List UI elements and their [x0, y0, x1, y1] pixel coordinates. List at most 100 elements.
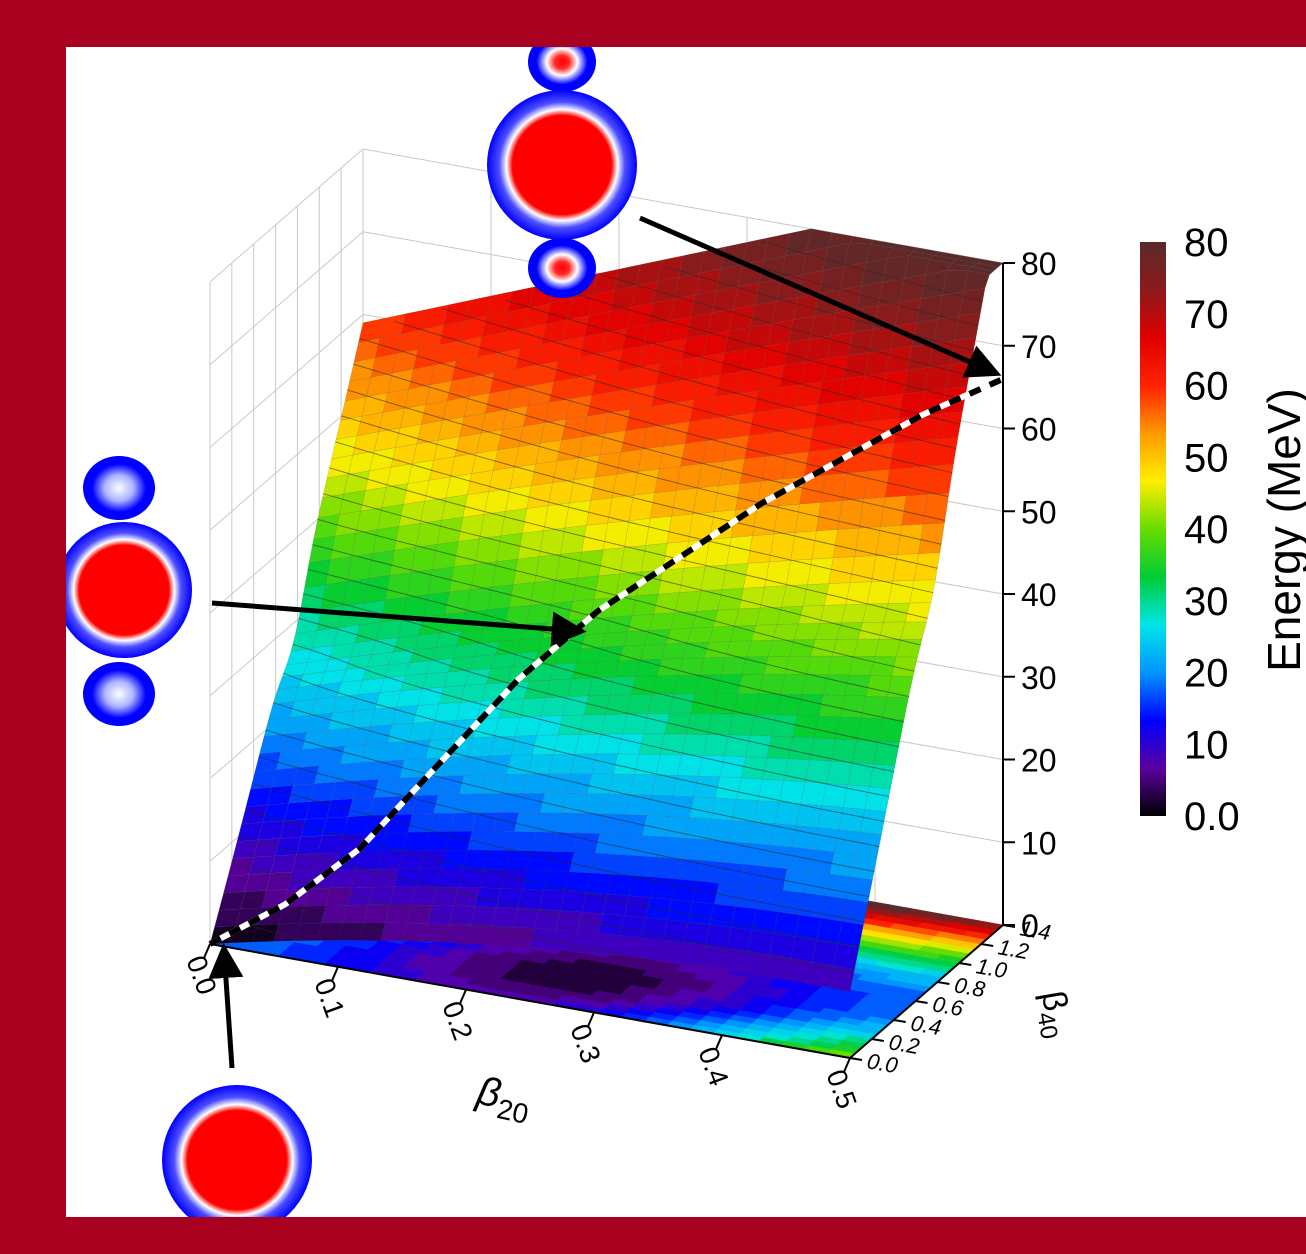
surface-cell — [909, 579, 936, 604]
surface-cell — [931, 437, 959, 467]
surface-contour-line — [335, 441, 934, 594]
colorbar-tick-label: 20 — [1184, 652, 1229, 696]
colorbar-tick-label: 70 — [1184, 293, 1229, 337]
annotation-arrow — [211, 600, 587, 647]
colorbar: 0.0 10 20 30 40 50 60 70 80 Energy (MeV) — [1140, 221, 1306, 839]
surface-cell — [882, 696, 909, 721]
surface-contour-line — [224, 889, 419, 940]
y-tick-label: 1.4 — [1018, 915, 1052, 945]
colorbar-tick-label: 10 — [1184, 723, 1229, 767]
y-axis-tick — [915, 1000, 928, 1004]
surface-contour-line — [347, 389, 942, 545]
surface-contour-line — [307, 568, 904, 723]
surface-cell — [913, 552, 941, 581]
x-axis-tick — [843, 1057, 851, 1073]
surface-cell — [864, 786, 891, 812]
surface-contour-line — [312, 544, 909, 698]
fission-path — [208, 376, 1005, 947]
z-tick-label: 0 — [1021, 908, 1039, 944]
y-axis-title: β40 — [1028, 988, 1079, 1041]
surface-contour-line — [505, 299, 961, 425]
colorbar-tick-label: 30 — [1184, 580, 1229, 624]
surface-contour-line — [553, 287, 965, 401]
grid-line-back-wall — [362, 148, 1004, 264]
surface-contour-line — [762, 240, 983, 302]
x-axis-tick — [459, 989, 467, 1004]
colorbar-bar — [1140, 242, 1166, 816]
y-axis-tick — [893, 1019, 906, 1023]
y-axis-tick — [849, 1057, 863, 1061]
annotation-arrow — [208, 943, 244, 1069]
y-axis-tick — [959, 962, 972, 966]
surface-cell — [873, 741, 900, 767]
surface-cell — [891, 656, 918, 677]
surface-cell — [859, 809, 887, 835]
y-tick-label: 1.2 — [996, 934, 1030, 964]
y-axis-tick — [871, 1038, 885, 1042]
nucleus-satellite — [83, 456, 155, 520]
grid-line-left-wall — [209, 231, 364, 366]
z-tick-label: 50 — [1021, 494, 1057, 530]
surface-cell — [846, 876, 873, 903]
surface-contour-line — [283, 672, 885, 822]
z-tick-label: 70 — [1021, 329, 1057, 365]
surface-cell — [918, 522, 945, 554]
x-axis-tick — [715, 1034, 723, 1050]
y-tick-label: 0.4 — [909, 1010, 943, 1040]
y-axis-tick — [1002, 924, 1016, 928]
fission-path-dashes — [208, 376, 1005, 947]
surface-cell — [972, 262, 1000, 272]
shape-annotations — [66, 47, 1002, 1217]
colorbar-tick-label: 60 — [1184, 365, 1229, 409]
y-axis-tick — [937, 981, 950, 985]
z-tick-label: 60 — [1021, 412, 1057, 448]
nucleus-satellite — [528, 47, 596, 92]
x-axis-tick — [587, 1012, 595, 1027]
nucleus-body — [66, 522, 192, 658]
surface-contour-line — [265, 729, 875, 872]
z-tick-label: 10 — [1021, 825, 1057, 861]
x-axis-line — [209, 943, 851, 1059]
energy-surface — [209, 228, 1004, 993]
colorbar-tick-label: 50 — [1184, 436, 1229, 480]
surface-contour-line — [273, 702, 880, 847]
y-axis-line — [849, 924, 1004, 1059]
surface-contour-line — [665, 266, 974, 352]
surface-cell — [832, 943, 860, 970]
z-tick-label: 80 — [1021, 246, 1057, 282]
surface-cell — [841, 898, 869, 926]
grid-line-left-wall — [209, 314, 364, 448]
surface-contour-line — [713, 253, 979, 327]
surface-contour-line — [292, 643, 890, 797]
surface-contour-line — [353, 363, 946, 521]
x-axis-tick — [331, 966, 339, 982]
z-tick-label: 40 — [1021, 577, 1057, 613]
y-tick-label: 1.0 — [974, 953, 1009, 983]
grid-line-left-wall — [209, 148, 364, 283]
y-tick-label: 0.6 — [931, 991, 966, 1021]
z-tick-label: 30 — [1021, 660, 1057, 696]
z-tick-label: 20 — [1021, 743, 1057, 779]
surface-cell — [927, 464, 954, 495]
nucleus-satellite — [83, 662, 155, 726]
surface-contour-line — [329, 467, 928, 619]
surface-cell — [922, 492, 950, 525]
surface-contour-line — [341, 415, 938, 569]
surface-cell — [877, 718, 905, 744]
surface-cell — [850, 854, 878, 881]
surface-contour-line — [317, 518, 915, 672]
surface-contour-line — [298, 618, 894, 773]
grid-line-left-wall — [209, 396, 364, 531]
surface-cell — [904, 602, 932, 623]
surface-contour-line — [323, 493, 921, 646]
surface-contour-line — [245, 809, 860, 948]
y-tick-label: 0.8 — [953, 972, 988, 1002]
surface-contour-line — [251, 782, 865, 923]
surface-cell — [828, 965, 855, 993]
surface-contour-line — [231, 862, 627, 957]
y-tick-label: 0.0 — [865, 1048, 900, 1078]
annotation-arrow — [639, 215, 1002, 378]
surface-cell — [837, 921, 864, 948]
